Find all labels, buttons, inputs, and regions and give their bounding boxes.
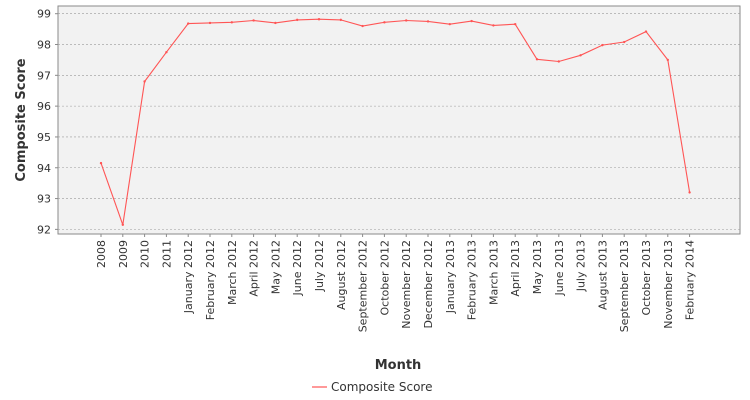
data-point xyxy=(448,22,451,26)
x-tick-label: 2009 xyxy=(117,240,130,268)
x-tick-label: July 2012 xyxy=(313,240,326,292)
x-tick-label: April 2013 xyxy=(509,240,522,297)
x-tick-label: 2010 xyxy=(139,240,152,268)
x-tick-label: 2011 xyxy=(160,240,173,268)
y-axis-ticks: 92 93 94 95 96 97 98 99 xyxy=(37,8,58,236)
data-point xyxy=(470,19,473,23)
data-point xyxy=(99,161,103,165)
x-tick-label: August 2012 xyxy=(335,240,348,310)
x-tick-label: June 2013 xyxy=(553,240,566,296)
x-tick-label: February 2013 xyxy=(466,240,479,320)
data-point xyxy=(623,40,626,44)
x-tick-label: May 2012 xyxy=(269,240,282,294)
x-tick-label: January 2012 xyxy=(182,240,195,314)
data-point xyxy=(274,21,277,25)
data-point xyxy=(361,24,364,28)
x-tick-label: February 2014 xyxy=(684,240,697,320)
x-tick-label: June 2012 xyxy=(291,240,304,296)
data-point xyxy=(143,80,146,83)
x-tick-label: October 2012 xyxy=(378,240,391,316)
y-tick-label: 97 xyxy=(37,69,51,82)
data-point xyxy=(187,22,190,25)
y-tick-label: 92 xyxy=(37,223,51,236)
x-tick-label: July 2013 xyxy=(575,240,588,292)
data-point xyxy=(426,20,430,23)
data-point xyxy=(405,19,408,22)
x-tick-label: September 2012 xyxy=(357,240,370,332)
x-tick-label: 2008 xyxy=(95,240,108,268)
data-point xyxy=(688,191,691,194)
x-tick-label: October 2013 xyxy=(640,240,653,316)
x-tick-label: November 2012 xyxy=(400,240,413,329)
y-tick-label: 98 xyxy=(37,39,51,52)
x-axis-ticks: 2008 2009 2010 2011 January 2012 February 201… xyxy=(95,234,697,332)
data-point xyxy=(644,30,648,33)
x-tick-label: February 2012 xyxy=(204,240,217,320)
y-tick-label: 96 xyxy=(37,100,51,113)
y-tick-label: 95 xyxy=(37,131,51,144)
data-point xyxy=(296,18,299,22)
y-tick-label: 93 xyxy=(37,193,51,206)
x-tick-label: March 2013 xyxy=(487,240,500,305)
x-tick-label: August 2013 xyxy=(596,240,609,310)
data-point xyxy=(230,21,233,24)
series-line xyxy=(100,18,691,225)
data-point xyxy=(557,60,560,63)
legend-label: Composite Score xyxy=(331,380,432,394)
x-tick-label: September 2013 xyxy=(618,240,631,332)
data-point xyxy=(601,43,604,47)
x-axis-title: Month xyxy=(375,358,422,373)
series-layer xyxy=(99,18,691,226)
data-point xyxy=(514,22,517,26)
data-point xyxy=(208,21,212,25)
data-point xyxy=(666,58,669,62)
plot-area xyxy=(57,5,741,235)
data-point xyxy=(492,24,495,27)
x-tick-label: January 2013 xyxy=(444,240,457,314)
data-point xyxy=(579,54,582,57)
y-tick-label: 94 xyxy=(37,162,51,175)
legend: Composite Score xyxy=(312,380,432,394)
y-tick-label: 99 xyxy=(37,8,51,21)
data-point xyxy=(252,19,255,22)
data-point xyxy=(121,223,125,226)
x-tick-label: December 2012 xyxy=(422,240,435,329)
x-tick-label: April 2012 xyxy=(248,240,261,297)
y-axis-title: Composite Score xyxy=(14,58,29,181)
data-point xyxy=(383,21,386,24)
x-tick-label: November 2013 xyxy=(662,240,675,329)
data-point xyxy=(165,51,168,54)
x-tick-label: May 2013 xyxy=(531,240,544,294)
data-point xyxy=(535,58,539,61)
x-tick-label: March 2012 xyxy=(226,240,239,305)
data-point xyxy=(339,18,342,22)
data-point xyxy=(317,18,321,21)
